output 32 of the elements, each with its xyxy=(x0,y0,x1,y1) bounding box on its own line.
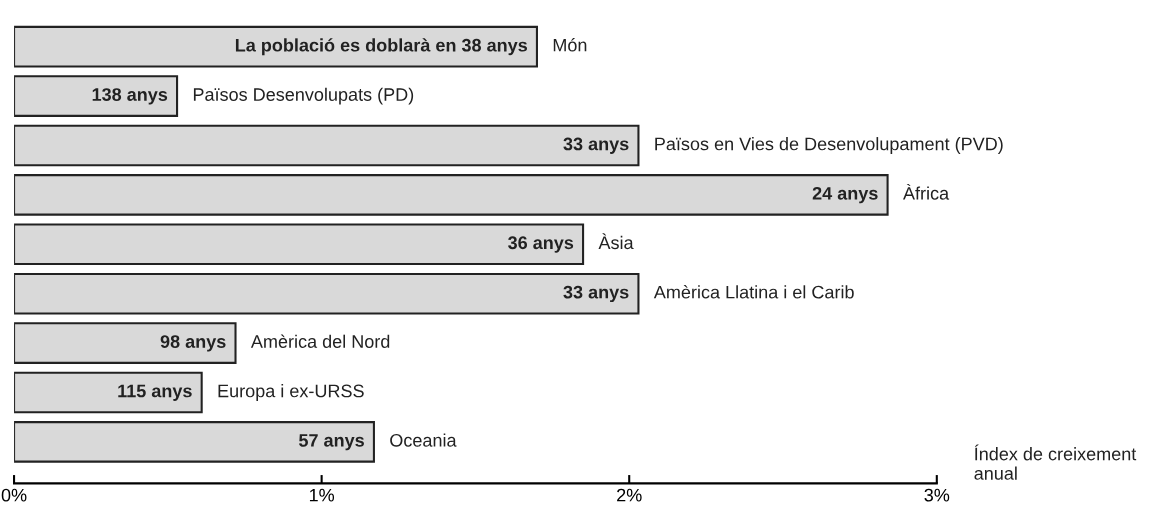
x-tick-label: 0% xyxy=(1,488,27,502)
bar xyxy=(14,371,203,414)
bar xyxy=(14,174,889,216)
y-tick-label: Àfrica xyxy=(903,183,950,200)
y-tick-label: Europa i ex-URSS xyxy=(218,384,364,401)
annotation: 33 anys xyxy=(563,285,629,303)
annotation: 115 anys xyxy=(118,384,192,401)
y-tick-label: Països Desenvolupats (PD) xyxy=(193,87,414,105)
annotation: 33 anys xyxy=(563,137,629,154)
y-tick-label: Àsia xyxy=(598,233,634,250)
annotation: 138 anys xyxy=(92,88,168,105)
y-tick-label: Oceania xyxy=(390,433,457,447)
annotation: 24 anys xyxy=(812,186,878,204)
y-tick-label: Països en Vies de Desenvolupament (PVD) xyxy=(655,137,1003,154)
x-tick-label: 2% xyxy=(617,488,642,502)
annotation: 57 anys xyxy=(299,434,364,451)
bar xyxy=(14,75,179,117)
bar xyxy=(14,272,640,315)
y-tick-label: Amèrica Llatina i el Carib xyxy=(653,285,854,299)
bar xyxy=(14,25,538,68)
y-tick-label: Amèrica del Nord xyxy=(250,334,390,348)
bar xyxy=(14,124,640,167)
bar xyxy=(14,421,375,463)
x-tick-label: 1% xyxy=(309,488,335,502)
x-tick-label: 3% xyxy=(924,488,950,502)
annotation: La població es doblarà en 38 anys xyxy=(235,38,527,56)
annotation: 36 anys xyxy=(508,236,574,253)
bar xyxy=(14,223,585,266)
bar xyxy=(14,322,237,364)
y-tick-label: Món xyxy=(553,38,587,52)
x-axis-title: Índex de creixement anual xyxy=(974,444,1137,480)
annotation: 98 anys xyxy=(160,335,226,352)
